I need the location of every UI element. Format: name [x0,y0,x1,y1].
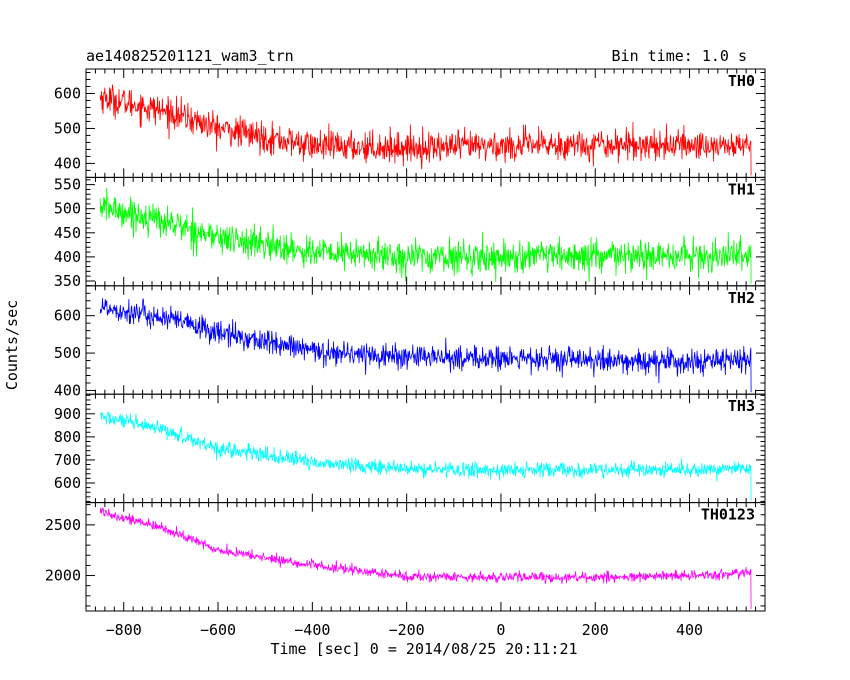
panel-th2: 400 500 600 TH2 [54,285,766,399]
y-tick-label: 2500 [45,516,81,534]
y-tick-label: 350 [54,272,81,290]
panels: 400 500 600 TH0 350 400 450 500 550 TH1 400 500 600 T… [45,68,766,639]
panel-frame [85,68,766,178]
y-tick-label: 400 [54,248,81,266]
bin-time-label: Bin time: 1.0 s [612,47,747,65]
y-tick-label: 400 [54,381,81,399]
x-tick-label: −600 [200,621,236,639]
y-tick-label: 2000 [45,567,81,585]
x-tick-label: −200 [389,621,425,639]
legend-label-th0123: TH0123 [701,506,755,524]
y-tick-label: 600 [54,307,81,325]
legend-label-th0: TH0 [728,72,755,90]
y-tick-label: 500 [54,119,81,137]
legend-label-th1: TH1 [728,180,755,198]
y-tick-label: 450 [54,224,81,242]
panel-th0: 400 500 600 TH0 [54,68,766,178]
y-axis-label: Counts/sec [3,300,21,390]
y-tick-label: 700 [54,451,81,469]
x-tick-label: 200 [582,621,609,639]
panel-th3: 600 700 800 900 TH3 [54,393,766,504]
series-line-th0123 [99,507,752,610]
y-tick-label: 600 [54,474,81,492]
x-tick-label: −400 [294,621,330,639]
series-line-th3 [100,411,752,501]
y-tick-label: 400 [54,154,81,172]
y-tick-label: 600 [54,84,81,102]
y-tick-label: 500 [54,200,81,218]
x-tick-label: 400 [676,621,703,639]
x-tick-label: 0 [496,621,505,639]
x-axis-label: Time [sec] 0 = 2014/08/25 20:11:21 [270,640,577,658]
panel-frame [85,285,766,395]
y-tick-label: 550 [54,176,81,194]
panel-th1: 350 400 450 500 550 TH1 [54,176,766,290]
chart-title: ae140825201121_wam3_trn [86,47,294,65]
panel-frame [85,393,766,504]
panel-th0123: 2000 2500 TH0123 −800 −600 −400 −200 0 200 400 [45,502,766,639]
y-tick-label: 900 [54,405,81,423]
legend-label-th3: TH3 [728,397,755,415]
series-line-th1 [99,187,752,284]
panel-frame [85,502,766,612]
series-line-th0 [99,84,752,176]
y-tick-label: 800 [54,428,81,446]
x-tick-label: −800 [106,621,142,639]
y-tick-label: 500 [54,344,81,362]
series-line-th2 [99,298,752,393]
legend-label-th2: TH2 [728,289,755,307]
